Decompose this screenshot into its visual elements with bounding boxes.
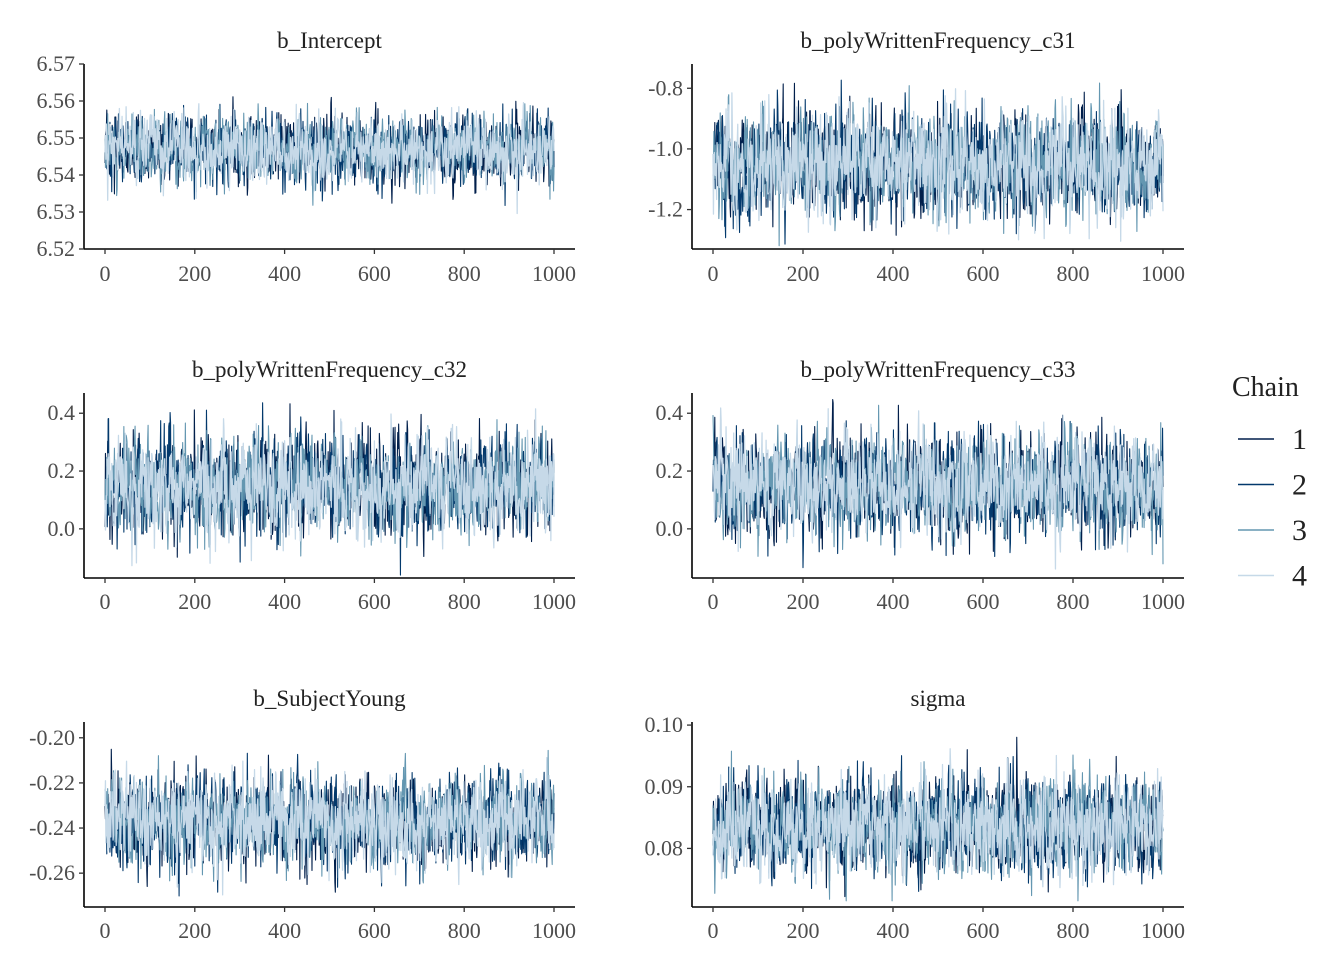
x-tick-label: 400 [877, 589, 910, 614]
y-tick-label: 0.08 [645, 835, 684, 860]
trace-panel: b_polyWrittenFrequency_c31 0 200 400 600 800 1… [648, 28, 1185, 286]
x-tick-label: 400 [268, 918, 301, 943]
x-tick-label: 800 [1057, 918, 1090, 943]
chain-4-trace [104, 756, 555, 896]
x-tick-label: 200 [178, 261, 211, 286]
trace-panel: b_Intercept 0 200 400 600 800 1000 6.52 6.53 6.54… [37, 28, 577, 286]
x-tick-label: 600 [358, 589, 391, 614]
chain-4-trace [712, 748, 1164, 889]
panel-title: b_polyWrittenFrequency_c31 [800, 28, 1075, 53]
y-tick-label: -0.20 [29, 725, 75, 750]
x-tick-label: 0 [708, 261, 719, 286]
trace-panel: sigma 0 200 400 600 800 1000 0.08 0.09 0.10 [645, 686, 1186, 943]
legend: Chain 1 2 3 4 [1232, 372, 1307, 593]
legend-label-chain-3: 3 [1292, 514, 1307, 547]
x-tick-label: 200 [178, 589, 211, 614]
y-tick-label: -0.26 [29, 860, 75, 885]
x-tick-label: 0 [708, 918, 719, 943]
y-tick-label: 6.56 [37, 88, 76, 113]
y-tick-label: 6.53 [37, 199, 76, 224]
x-tick-label: 1000 [1141, 589, 1185, 614]
x-tick-label: 600 [358, 918, 391, 943]
x-tick-label: 200 [787, 261, 820, 286]
y-tick-label: -0.24 [29, 815, 75, 840]
chain-4-trace [712, 407, 1164, 570]
x-tick-label: 200 [787, 918, 820, 943]
x-tick-label: 800 [1057, 261, 1090, 286]
x-tick-label: 400 [268, 261, 301, 286]
y-tick-label: 0.2 [48, 458, 76, 483]
x-tick-label: 400 [268, 589, 301, 614]
y-tick-label: 6.52 [37, 236, 76, 261]
x-tick-label: 0 [100, 261, 111, 286]
y-tick-label: -1.2 [648, 197, 683, 222]
trace-panel: b_SubjectYoung 0 200 400 600 800 1000 -0.26 -0.2… [29, 686, 576, 943]
panel-title: b_SubjectYoung [253, 686, 406, 711]
panel-title: b_polyWrittenFrequency_c33 [800, 357, 1075, 382]
x-tick-label: 0 [100, 589, 111, 614]
x-tick-label: 1000 [532, 918, 576, 943]
y-tick-label: 0.0 [656, 516, 684, 541]
x-tick-label: 600 [967, 918, 1000, 943]
legend-label-chain-2: 2 [1292, 469, 1307, 502]
trace-panel: b_polyWrittenFrequency_c32 0 200 400 600 800 1… [48, 357, 577, 614]
y-tick-label: 0.4 [656, 400, 684, 425]
x-tick-label: 1000 [1141, 918, 1185, 943]
x-tick-label: 200 [787, 589, 820, 614]
x-tick-label: 0 [708, 589, 719, 614]
x-tick-label: 800 [448, 918, 481, 943]
x-tick-label: 400 [877, 261, 910, 286]
legend-title: Chain [1232, 372, 1299, 403]
x-tick-label: 0 [100, 918, 111, 943]
panel-title: b_polyWrittenFrequency_c32 [192, 357, 467, 382]
y-tick-label: 0.2 [656, 458, 684, 483]
chain-4-trace [104, 408, 555, 567]
legend-label-chain-1: 1 [1292, 423, 1307, 456]
y-tick-label: 0.0 [48, 516, 76, 541]
y-tick-label: 6.55 [37, 125, 76, 150]
legend-label-chain-4: 4 [1292, 560, 1307, 593]
x-tick-label: 400 [877, 918, 910, 943]
panel-title: b_Intercept [277, 28, 382, 53]
y-tick-label: 0.4 [48, 400, 76, 425]
chain-4-trace [104, 102, 555, 215]
x-tick-label: 1000 [532, 589, 576, 614]
y-tick-label: -1.0 [648, 136, 683, 161]
trace-panel: b_polyWrittenFrequency_c33 0 200 400 600 800 1… [656, 357, 1186, 614]
y-tick-label: 6.54 [37, 162, 76, 187]
x-tick-label: 800 [448, 261, 481, 286]
x-tick-label: 600 [967, 589, 1000, 614]
x-tick-label: 600 [358, 261, 391, 286]
x-tick-label: 200 [178, 918, 211, 943]
y-tick-label: 0.10 [645, 712, 684, 737]
y-tick-label: -0.8 [648, 75, 683, 100]
y-tick-label: -0.22 [29, 770, 75, 795]
x-tick-label: 800 [1057, 589, 1090, 614]
x-tick-label: 600 [967, 261, 1000, 286]
x-tick-label: 1000 [532, 261, 576, 286]
x-tick-label: 800 [448, 589, 481, 614]
chain-4-trace [712, 88, 1164, 242]
panel-title: sigma [911, 686, 966, 711]
x-tick-label: 1000 [1141, 261, 1185, 286]
y-tick-label: 6.57 [37, 51, 76, 76]
y-tick-label: 0.09 [645, 774, 684, 799]
